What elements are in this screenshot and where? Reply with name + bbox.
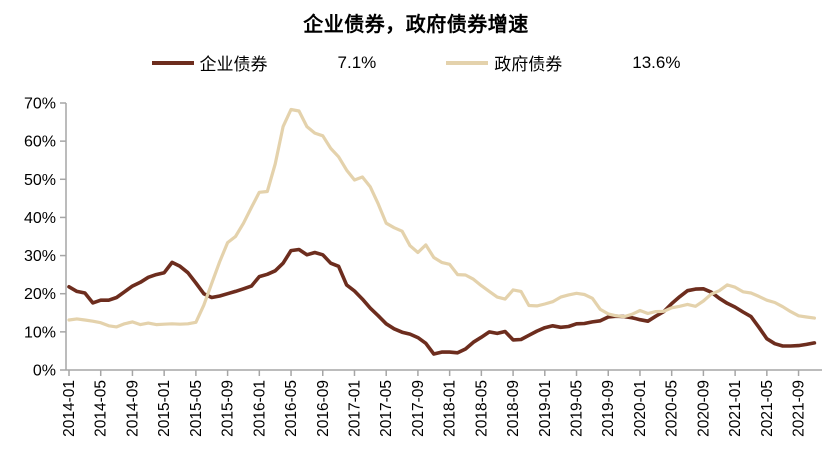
x-axis-label: 2016-05 bbox=[283, 380, 300, 437]
legend-item-corporate: 企业债券 7.1% bbox=[151, 50, 447, 75]
x-axis-label: 2015-01 bbox=[156, 380, 173, 437]
x-axis-label: 2020-05 bbox=[664, 380, 681, 437]
y-axis-label: 10% bbox=[24, 324, 56, 341]
chart-legend: 企业债券 7.1% 政府债券 13.6% bbox=[0, 50, 832, 75]
x-axis-label: 2019-01 bbox=[537, 380, 554, 437]
x-axis-label: 2014-01 bbox=[61, 380, 78, 437]
government-line-swatch-icon bbox=[446, 60, 489, 65]
y-axis-label: 40% bbox=[24, 210, 56, 227]
x-axis-label: 2017-09 bbox=[410, 380, 427, 437]
x-axis-label: 2016-01 bbox=[251, 380, 268, 437]
x-axis-label: 2021-09 bbox=[791, 380, 808, 437]
x-axis-label: 2015-05 bbox=[188, 380, 205, 437]
x-axis-label: 2018-01 bbox=[442, 380, 459, 437]
y-axis-label: 50% bbox=[24, 172, 56, 189]
x-axis-label: 2017-01 bbox=[346, 380, 363, 437]
x-axis-label: 2021-01 bbox=[727, 380, 744, 437]
x-axis-label: 2018-09 bbox=[505, 380, 522, 437]
x-axis-label: 2017-05 bbox=[378, 380, 395, 437]
legend-label-corporate: 企业债券 bbox=[199, 55, 268, 74]
y-axis-label: 20% bbox=[24, 286, 56, 303]
chart-title: 企业债券，政府债券增速 bbox=[303, 14, 529, 36]
x-axis-label: 2014-05 bbox=[93, 380, 110, 437]
x-axis-label: 2020-01 bbox=[632, 380, 649, 437]
x-axis-label: 2016-09 bbox=[315, 380, 332, 437]
government-bond-line bbox=[67, 107, 817, 329]
corporate-line-swatch-icon bbox=[151, 60, 194, 65]
x-axis-label: 2021-05 bbox=[759, 380, 776, 437]
x-axis-label: 2018-05 bbox=[473, 380, 490, 437]
x-axis-label: 2019-05 bbox=[569, 380, 586, 437]
legend-value-government: 13.6% bbox=[632, 52, 681, 72]
x-axis-label: 2019-09 bbox=[600, 380, 617, 437]
y-axis-label: 0% bbox=[33, 363, 56, 380]
x-axis-label: 2014-09 bbox=[124, 380, 141, 437]
x-axis-label: 2015-09 bbox=[220, 380, 237, 437]
y-axis-label: 70% bbox=[24, 96, 56, 113]
corporate-bond-line bbox=[67, 247, 817, 356]
y-axis-label: 60% bbox=[24, 134, 56, 151]
legend-label-government: 政府债券 bbox=[494, 55, 563, 74]
y-axis-label: 30% bbox=[24, 248, 56, 265]
legend-item-government: 政府债券 13.6% bbox=[446, 50, 680, 75]
legend-value-corporate: 7.1% bbox=[337, 52, 377, 72]
x-axis-label: 2020-09 bbox=[695, 380, 712, 437]
